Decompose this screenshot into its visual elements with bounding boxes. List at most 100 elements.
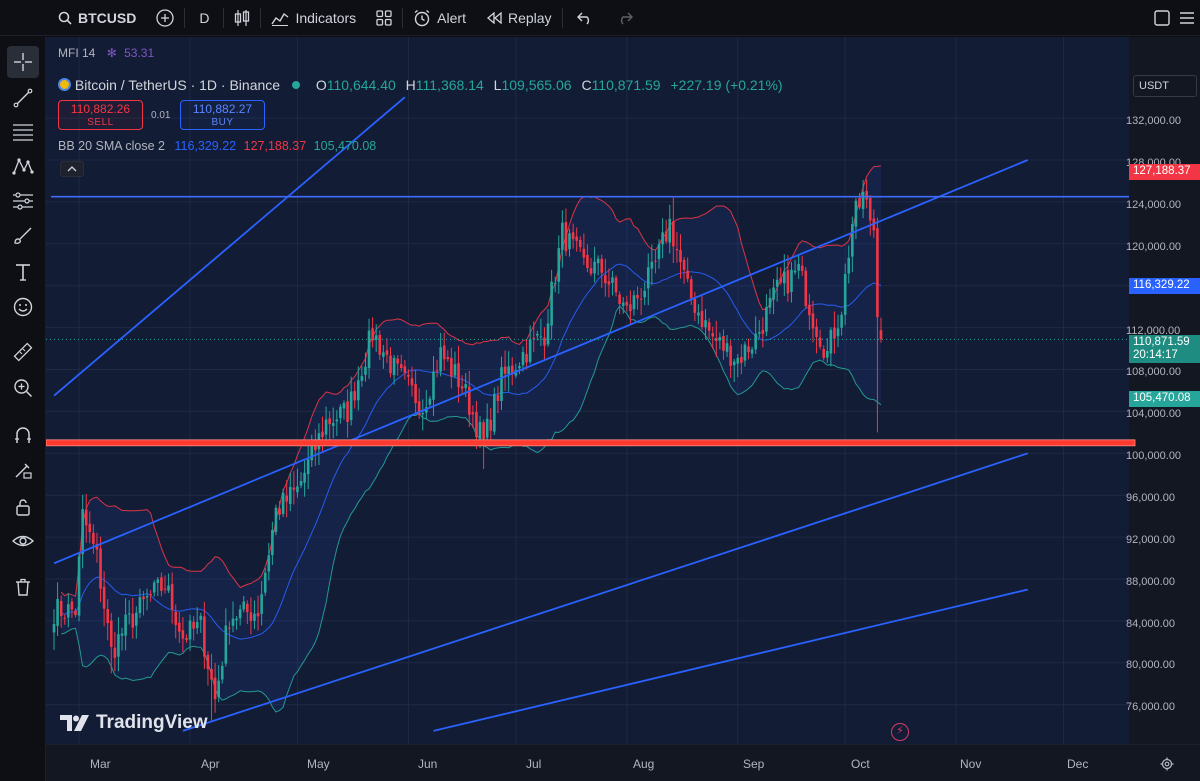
candle-body xyxy=(339,406,342,418)
candle-body xyxy=(607,281,611,285)
high-label: H xyxy=(405,77,416,93)
candle-body xyxy=(664,231,668,242)
forecasting-tool[interactable] xyxy=(7,185,39,217)
price-axis-label: 120,000.00 xyxy=(1126,241,1182,253)
text-tool[interactable] xyxy=(7,256,39,288)
high-value: 111,368.14 xyxy=(415,77,484,93)
magnet-tool[interactable] xyxy=(7,419,39,451)
last-price-tag: 110,871.59 20:14:17 xyxy=(1129,335,1200,363)
candle-body xyxy=(650,261,654,269)
channel-trendline[interactable] xyxy=(182,452,1029,732)
candle-body xyxy=(446,356,450,360)
candle-body xyxy=(81,509,84,555)
candle-body xyxy=(500,367,503,402)
candle-body xyxy=(231,618,235,626)
square-icon[interactable] xyxy=(1154,10,1170,26)
brush-tool[interactable] xyxy=(7,220,39,252)
symbol-legend[interactable]: Bitcoin / TetherUS · 1D · Binance O110,6… xyxy=(58,77,783,93)
candle-body xyxy=(686,270,689,279)
magnet-icon xyxy=(15,427,31,443)
candle-body xyxy=(417,401,421,415)
stay-in-drawing-tool[interactable] xyxy=(7,454,39,486)
brush-icon xyxy=(14,227,32,244)
candles xyxy=(52,179,883,721)
candle-body xyxy=(228,627,231,629)
candle-body xyxy=(439,347,442,372)
pattern-tool[interactable] xyxy=(7,150,39,182)
crosshair-tool[interactable] xyxy=(7,46,39,78)
gear-icon[interactable] xyxy=(1160,757,1174,771)
price-axis-label: 92,000.00 xyxy=(1126,534,1175,546)
candle-body xyxy=(804,270,808,307)
candle-body xyxy=(464,384,467,388)
bb-upper-value: 127,188.37 xyxy=(243,139,307,153)
sell-button[interactable]: 110,882.26 SELL xyxy=(58,100,143,130)
channel-trendline[interactable] xyxy=(53,159,1029,565)
mfi-legend[interactable]: MFI 14 ✻ 53.31 xyxy=(58,46,154,60)
indicators-button[interactable]: Indicators xyxy=(261,0,366,36)
candle-body xyxy=(56,598,59,626)
currency-selector[interactable]: USDT xyxy=(1133,75,1197,97)
layouts-button[interactable] xyxy=(366,0,402,36)
candle-body xyxy=(281,492,285,514)
lightning-icon[interactable]: ⚡ xyxy=(891,723,909,741)
candle-body xyxy=(879,330,883,340)
candle-body xyxy=(467,386,471,415)
candle-body xyxy=(668,218,672,243)
candle-body xyxy=(625,301,629,306)
price-chart[interactable] xyxy=(46,37,1200,781)
alert-button[interactable]: Alert xyxy=(403,0,476,36)
trendline-tool[interactable] xyxy=(7,82,39,114)
undo-button[interactable] xyxy=(563,0,607,36)
candle-body xyxy=(561,222,564,250)
candle-body xyxy=(102,586,106,609)
candle-body xyxy=(192,621,195,629)
buy-price: 110,882.27 xyxy=(192,102,253,116)
hide-drawings-tool[interactable] xyxy=(7,525,39,557)
icon-tool[interactable] xyxy=(7,291,39,323)
buy-button[interactable]: 110,882.27 BUY xyxy=(180,100,265,130)
candle-body xyxy=(575,236,578,241)
candle-body xyxy=(797,263,800,271)
interval-button[interactable]: D xyxy=(185,0,223,36)
candle-body xyxy=(421,413,425,415)
measure-tool[interactable] xyxy=(7,336,39,368)
mfi-value: 53.31 xyxy=(124,46,155,60)
time-axis[interactable]: Mar Apr May Jun Jul Aug Sep Oct Nov Dec xyxy=(46,744,1200,781)
candle-body xyxy=(342,402,346,409)
chart-pane[interactable]: MFI 14 ✻ 53.31 Bitcoin / TetherUS · 1D ·… xyxy=(46,37,1200,781)
zoom-tool[interactable] xyxy=(7,372,39,404)
candle-body xyxy=(346,401,349,422)
fib-tool[interactable] xyxy=(7,116,39,148)
time-axis-label: Oct xyxy=(851,757,870,771)
remove-drawings-tool[interactable] xyxy=(7,571,39,603)
tradingview-logo[interactable]: TradingView xyxy=(60,712,208,734)
candle-body xyxy=(242,601,246,610)
mfi-settings-icon[interactable]: ✻ xyxy=(106,46,117,60)
lock-drawings-tool[interactable] xyxy=(7,491,39,523)
drawing-toolbar xyxy=(0,37,46,781)
candle-body xyxy=(199,615,203,620)
bollinger-legend[interactable]: BB 20 SMA close 2 116,329.22 127,188.37 … xyxy=(58,139,376,153)
support-line[interactable] xyxy=(46,439,1136,447)
low-value: 109,565.06 xyxy=(501,77,572,93)
redo-button[interactable] xyxy=(607,0,643,36)
eye-icon xyxy=(12,535,34,547)
compare-symbol-button[interactable] xyxy=(146,0,184,36)
symbol-search[interactable]: BTCUSD xyxy=(0,0,146,36)
candle-body xyxy=(385,350,389,355)
candle-body xyxy=(822,348,825,358)
separator xyxy=(402,7,404,28)
candle-body xyxy=(206,654,210,669)
hamburger-icon[interactable] xyxy=(1180,10,1194,26)
collapse-legend-button[interactable] xyxy=(60,161,84,177)
candle-body xyxy=(167,585,170,591)
candle-body xyxy=(682,259,686,270)
channel-trendline[interactable] xyxy=(433,588,1028,732)
chart-type-button[interactable] xyxy=(224,0,260,36)
replay-button[interactable]: Replay xyxy=(476,0,562,36)
replay-label: Replay xyxy=(507,9,552,26)
bb-label: BB 20 SMA close 2 xyxy=(58,139,166,153)
time-axis-label: Mar xyxy=(90,757,111,771)
channel-trendline[interactable] xyxy=(53,96,406,397)
